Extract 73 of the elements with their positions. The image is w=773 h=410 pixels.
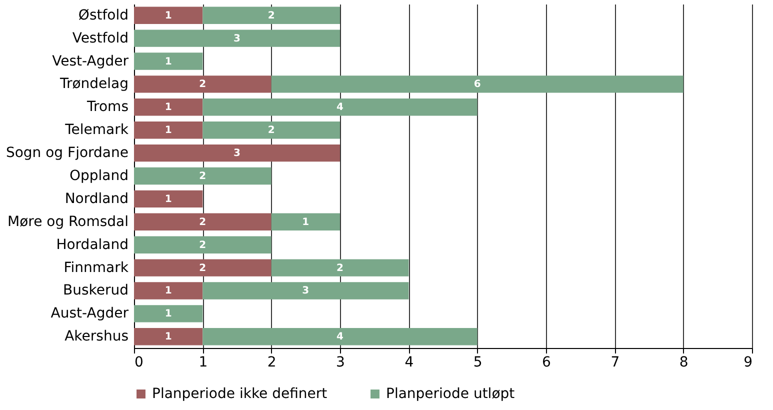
data-label: 1 bbox=[164, 56, 172, 68]
x-tick-label: 4 bbox=[404, 354, 414, 370]
y-tick-label: Aust-Agder bbox=[50, 306, 129, 322]
bar bbox=[134, 52, 203, 70]
x-tick-label: 6 bbox=[542, 354, 552, 370]
data-label: 2 bbox=[268, 10, 275, 22]
bar bbox=[134, 76, 272, 93]
bar bbox=[202, 328, 478, 346]
data-label: 1 bbox=[164, 286, 172, 297]
data-label: 1 bbox=[164, 125, 172, 136]
y-tick-label: Trøndelag bbox=[58, 76, 128, 92]
x-tick-label: 3 bbox=[336, 354, 345, 370]
data-label: 3 bbox=[234, 33, 241, 44]
y-tick-label: Akershus bbox=[64, 328, 128, 345]
y-tick-label: Østfold bbox=[78, 7, 128, 24]
y-tick-label: Sogn og Fjordane bbox=[6, 145, 128, 162]
x-tick-label: 8 bbox=[679, 354, 688, 370]
bar bbox=[271, 76, 684, 93]
bar bbox=[134, 98, 203, 116]
bar bbox=[202, 98, 478, 116]
y-tick-label: Vestfold bbox=[72, 30, 128, 46]
bar bbox=[134, 305, 203, 322]
data-label: 4 bbox=[336, 102, 344, 114]
data-label: 6 bbox=[474, 79, 481, 90]
bar bbox=[134, 213, 272, 231]
data-label: 2 bbox=[199, 262, 206, 274]
bar bbox=[134, 328, 203, 346]
data-label: 2 bbox=[199, 79, 206, 90]
bar bbox=[134, 30, 340, 47]
data-label: 1 bbox=[164, 10, 172, 22]
bar bbox=[134, 144, 340, 162]
bar bbox=[134, 236, 272, 254]
data-label: 2 bbox=[268, 125, 275, 136]
y-tick-label: Troms bbox=[86, 99, 128, 116]
bar bbox=[134, 282, 203, 300]
y-tick-label: Nordland bbox=[64, 190, 128, 207]
data-label: 2 bbox=[199, 240, 206, 251]
bar bbox=[134, 121, 203, 139]
data-label: 2 bbox=[336, 262, 344, 274]
bar bbox=[134, 167, 272, 185]
y-tick-label: Telemark bbox=[64, 122, 130, 138]
data-label: 2 bbox=[199, 171, 206, 182]
data-label: 1 bbox=[164, 308, 172, 320]
y-tick-label: Vest-Agder bbox=[52, 53, 129, 70]
legend-label: Planperiode ikke definert bbox=[152, 386, 328, 402]
x-tick-label: 2 bbox=[267, 354, 276, 370]
x-tick-label: 1 bbox=[198, 354, 208, 370]
x-tick-label: 7 bbox=[610, 354, 620, 370]
data-label: 3 bbox=[302, 286, 310, 297]
y-tick-label: Oppland bbox=[69, 168, 128, 184]
bar bbox=[271, 259, 409, 276]
y-tick-label: Buskerud bbox=[62, 282, 128, 299]
x-tick-label: 5 bbox=[473, 354, 482, 370]
bar bbox=[134, 259, 272, 276]
y-tick-label: Møre og Romsdal bbox=[7, 214, 128, 230]
data-label: 3 bbox=[234, 148, 241, 160]
bar bbox=[134, 190, 203, 208]
x-tick-label: 9 bbox=[744, 354, 752, 370]
bar bbox=[202, 121, 340, 139]
data-label: 2 bbox=[199, 216, 206, 228]
data-label: 1 bbox=[302, 216, 310, 228]
data-label: 4 bbox=[336, 332, 344, 343]
bar bbox=[202, 282, 409, 300]
bar bbox=[134, 6, 203, 24]
y-tick-label: Hordaland bbox=[56, 236, 128, 253]
bar bbox=[271, 213, 340, 231]
legend-label: Planperiode utløpt bbox=[386, 386, 516, 402]
data-label: 1 bbox=[164, 332, 172, 343]
x-tick-label: 0 bbox=[134, 354, 144, 370]
y-tick-label: Finnmark bbox=[64, 260, 130, 276]
data-label: 1 bbox=[164, 102, 172, 114]
bar bbox=[202, 6, 340, 24]
data-label: 1 bbox=[164, 194, 172, 205]
